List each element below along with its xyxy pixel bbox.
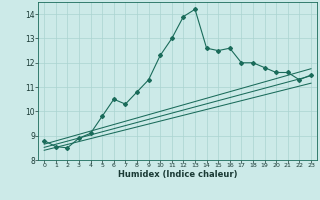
X-axis label: Humidex (Indice chaleur): Humidex (Indice chaleur) — [118, 170, 237, 179]
